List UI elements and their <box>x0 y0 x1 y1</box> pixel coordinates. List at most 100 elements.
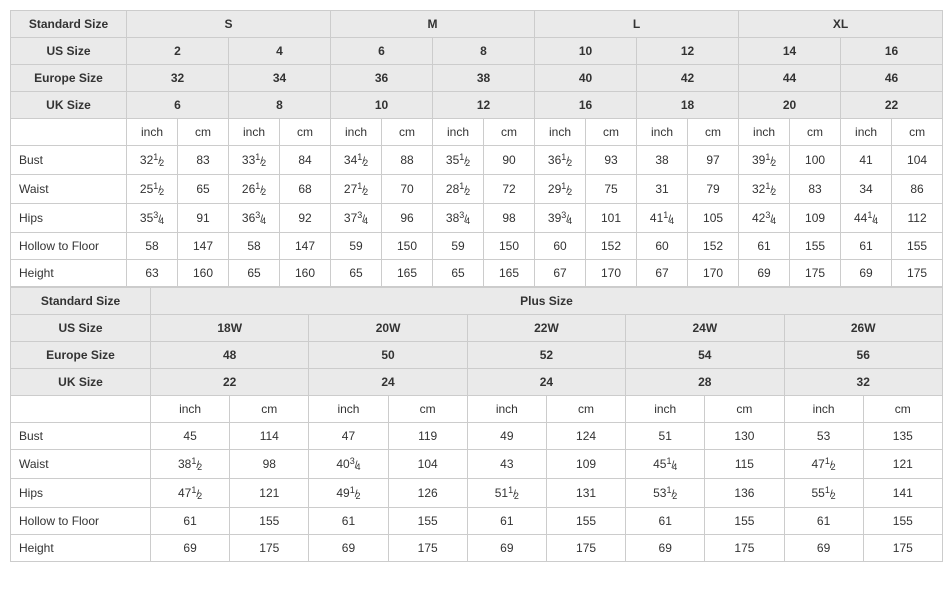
cell-hollow-3-in: 59 <box>433 233 484 260</box>
cell2-hips-2-cm: 131 <box>546 479 625 508</box>
cell-waist-3-cm: 72 <box>484 175 535 204</box>
cell-waist-7-in: 34 <box>841 175 892 204</box>
unit-cm: cm <box>586 119 637 146</box>
cell-bust-4-cm: 93 <box>586 146 637 175</box>
eu-0: 32 <box>127 65 229 92</box>
cell2-hips-4-in: 551/2 <box>784 479 863 508</box>
cell-height-4-in: 67 <box>535 260 586 287</box>
cell2-hips-1-in: 491/2 <box>309 479 388 508</box>
cell2-hollow-2-cm: 155 <box>546 508 625 535</box>
cell-bust-3-cm: 90 <box>484 146 535 175</box>
cell2-height-2-in: 69 <box>467 535 546 562</box>
cell-hollow-2-in: 59 <box>331 233 382 260</box>
cell-hollow-2-cm: 150 <box>382 233 433 260</box>
cell2-height-0-cm: 175 <box>230 535 309 562</box>
label-hips-2: Hips <box>11 479 151 508</box>
label-us-size-2: US Size <box>11 315 151 342</box>
eu-6: 44 <box>739 65 841 92</box>
row-bust-2: Bust4511447119491245113053135 <box>11 423 943 450</box>
cell-waist-1-cm: 68 <box>280 175 331 204</box>
cell-hollow-1-cm: 147 <box>280 233 331 260</box>
unit-cm: cm <box>388 396 467 423</box>
unit-inch: inch <box>784 396 863 423</box>
cell-waist-3-in: 281/2 <box>433 175 484 204</box>
row-europe-size-2: Europe Size 48 50 52 54 56 <box>11 342 943 369</box>
cell2-waist-1-in: 403/4 <box>309 450 388 479</box>
label-standard-size: Standard Size <box>11 11 127 38</box>
cell-height-7-cm: 175 <box>892 260 943 287</box>
uk-6: 20 <box>739 92 841 119</box>
cell-hollow-5-in: 60 <box>637 233 688 260</box>
row-bust: Bust321/283331/284341/288351/290361/2933… <box>11 146 943 175</box>
cell2-waist-3-in: 451/4 <box>626 450 705 479</box>
unit-cm: cm <box>178 119 229 146</box>
cell-height-4-cm: 170 <box>586 260 637 287</box>
label-europe-size-2: Europe Size <box>11 342 151 369</box>
cell-hips-5-cm: 105 <box>688 204 739 233</box>
cell-bust-6-cm: 100 <box>790 146 841 175</box>
cell-hollow-6-in: 61 <box>739 233 790 260</box>
cell-hips-7-in: 441/4 <box>841 204 892 233</box>
cell-height-6-cm: 175 <box>790 260 841 287</box>
cell-bust-5-in: 38 <box>637 146 688 175</box>
row-hips: Hips353/491363/492373/496383/498393/4101… <box>11 204 943 233</box>
cell-height-0-in: 63 <box>127 260 178 287</box>
unit-cm: cm <box>790 119 841 146</box>
unit-inch: inch <box>535 119 586 146</box>
cell2-hips-1-cm: 126 <box>388 479 467 508</box>
cell-hips-6-cm: 109 <box>790 204 841 233</box>
label-height: Height <box>11 260 127 287</box>
cell2-hollow-3-in: 61 <box>626 508 705 535</box>
cell-bust-1-cm: 84 <box>280 146 331 175</box>
row-hollow: Hollow to Floor5814758147591505915060152… <box>11 233 943 260</box>
label-hips: Hips <box>11 204 127 233</box>
row-units: inchcm inchcm inchcm inchcm inchcm inchc… <box>11 119 943 146</box>
cell-size-s: S <box>127 11 331 38</box>
us-1: 4 <box>229 38 331 65</box>
unit-inch: inch <box>127 119 178 146</box>
cell-hollow-0-cm: 147 <box>178 233 229 260</box>
row-uk-size: UK Size 6 8 10 12 16 18 20 22 <box>11 92 943 119</box>
uk-5: 18 <box>637 92 739 119</box>
cell-waist-2-cm: 70 <box>382 175 433 204</box>
row-hollow-2: Hollow to Floor6115561155611556115561155 <box>11 508 943 535</box>
unit-inch: inch <box>626 396 705 423</box>
cell2-height-4-in: 69 <box>784 535 863 562</box>
cell2-height-1-cm: 175 <box>388 535 467 562</box>
uk2-0: 22 <box>151 369 309 396</box>
unit-inch: inch <box>433 119 484 146</box>
uk-7: 22 <box>841 92 943 119</box>
row-waist: Waist251/265261/268271/270281/272291/275… <box>11 175 943 204</box>
cell2-waist-0-in: 381/2 <box>151 450 230 479</box>
cell-waist-5-cm: 79 <box>688 175 739 204</box>
cell-waist-1-in: 261/2 <box>229 175 280 204</box>
label-waist-2: Waist <box>11 450 151 479</box>
cell-hips-6-in: 423/4 <box>739 204 790 233</box>
cell2-height-0-in: 69 <box>151 535 230 562</box>
label-us-size: US Size <box>11 38 127 65</box>
cell2-waist-0-cm: 98 <box>230 450 309 479</box>
cell2-hollow-2-in: 61 <box>467 508 546 535</box>
cell-waist-6-in: 321/2 <box>739 175 790 204</box>
cell-bust-2-in: 341/2 <box>331 146 382 175</box>
cell-height-5-cm: 170 <box>688 260 739 287</box>
label-standard-size-2: Standard Size <box>11 288 151 315</box>
label-bust-2: Bust <box>11 423 151 450</box>
uk-4: 16 <box>535 92 637 119</box>
cell-height-3-in: 65 <box>433 260 484 287</box>
cell2-waist-2-in: 43 <box>467 450 546 479</box>
cell-hips-4-cm: 101 <box>586 204 637 233</box>
units-blank <box>11 119 127 146</box>
unit-cm: cm <box>705 396 784 423</box>
cell-size-l: L <box>535 11 739 38</box>
label-waist: Waist <box>11 175 127 204</box>
cell-waist-6-cm: 83 <box>790 175 841 204</box>
row-us-size-2: US Size 18W 20W 22W 24W 26W <box>11 315 943 342</box>
size-chart-standard: Standard Size S M L XL US Size 2 4 6 8 1… <box>10 10 943 287</box>
units-blank-2 <box>11 396 151 423</box>
unit-cm: cm <box>892 119 943 146</box>
row-europe-size: Europe Size 32 34 36 38 40 42 44 46 <box>11 65 943 92</box>
cell-bust-4-in: 361/2 <box>535 146 586 175</box>
uk-0: 6 <box>127 92 229 119</box>
cell2-hips-3-in: 531/2 <box>626 479 705 508</box>
